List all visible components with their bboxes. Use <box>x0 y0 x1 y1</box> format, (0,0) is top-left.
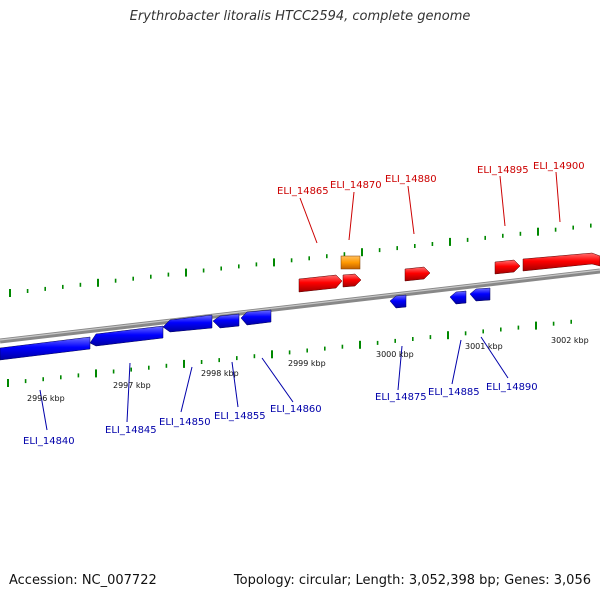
leader-eli-14900 <box>555 171 561 223</box>
gene-label-eli-14855[interactable]: ELI_14855 <box>214 411 266 422</box>
gene-leader-lines <box>39 171 561 431</box>
scale-label-2997: 2997 kbp <box>113 381 151 390</box>
gene-label-eli-14875[interactable]: ELI_14875 <box>375 392 427 403</box>
genome-backbone-highlight <box>0 269 600 341</box>
scale-label-3001: 3001 kbp <box>465 342 503 351</box>
leader-eli-14850 <box>180 366 193 413</box>
leader-eli-14860 <box>261 357 294 403</box>
accession-text: Accession: NC_007722 <box>9 573 157 588</box>
scale-label-3002: 3002 kbp <box>551 336 589 345</box>
gene-eli-14840[interactable] <box>0 336 91 361</box>
scale-label-2999: 2999 kbp <box>288 359 326 368</box>
gene-label-eli-14850[interactable]: ELI_14850 <box>159 417 211 428</box>
scale-label-3000: 3000 kbp <box>376 350 414 359</box>
upper-tick-marks <box>9 223 592 297</box>
gene-eli-14895[interactable] <box>494 259 521 275</box>
leader-eli-14895 <box>499 175 506 227</box>
forward-strand-genes <box>298 252 600 293</box>
leader-eli-14855 <box>231 361 239 408</box>
gene-eli-14890[interactable] <box>469 287 491 302</box>
leader-eli-14870 <box>348 191 355 241</box>
gene-label-eli-14890[interactable]: ELI_14890 <box>486 382 538 393</box>
scale-label-2996: 2996 kbp <box>27 394 65 403</box>
gene-label-eli-14880[interactable]: ELI_14880 <box>385 174 437 185</box>
gene-eli-14860[interactable] <box>240 309 272 326</box>
forward-gene-labels: ELI_14865 ELI_14870 ELI_14880 ELI_14895 … <box>277 161 585 197</box>
gene-label-eli-14840[interactable]: ELI_14840 <box>23 436 75 447</box>
genome-backbone <box>0 268 600 344</box>
gene-label-eli-14845[interactable]: ELI_14845 <box>105 425 157 436</box>
gene-eli-14870[interactable] <box>342 273 362 288</box>
gene-label-eli-14860[interactable]: ELI_14860 <box>270 404 322 415</box>
gene-eli-14850[interactable] <box>162 314 213 333</box>
gene-eli-14885[interactable] <box>449 290 467 305</box>
gene-label-eli-14895[interactable]: ELI_14895 <box>477 165 529 176</box>
gene-label-eli-14885[interactable]: ELI_14885 <box>428 387 480 398</box>
leader-eli-14865 <box>299 197 318 244</box>
gene-label-eli-14870[interactable]: ELI_14870 <box>330 180 382 191</box>
gene-eli-14855[interactable] <box>212 313 240 329</box>
gene-eli-14865[interactable] <box>298 274 343 293</box>
rna-gene[interactable] <box>340 255 361 270</box>
leader-eli-14840 <box>39 389 48 431</box>
lower-tick-marks <box>7 319 573 387</box>
reverse-strand-genes <box>0 287 491 361</box>
gene-eli-14875[interactable] <box>389 294 407 309</box>
gene-label-eli-14900[interactable]: ELI_14900 <box>533 161 585 172</box>
leader-eli-14875 <box>397 345 403 391</box>
leader-eli-14885 <box>451 339 462 385</box>
scale-label-2998: 2998 kbp <box>201 369 239 378</box>
gene-label-eli-14865[interactable]: ELI_14865 <box>277 186 329 197</box>
gene-eli-14880[interactable] <box>404 266 431 282</box>
topology-text: Topology: circular; Length: 3,052,398 bp… <box>233 573 591 588</box>
map-title: Erythrobacter litoralis HTCC2594, comple… <box>129 9 471 24</box>
leader-eli-14890 <box>480 336 509 379</box>
gene-eli-14900[interactable] <box>522 252 600 272</box>
reverse-gene-labels: ELI_14840 ELI_14845 ELI_14850 ELI_14855 … <box>23 382 538 447</box>
scale-labels: 2996 kbp 2997 kbp 2998 kbp 2999 kbp 3000… <box>27 336 589 403</box>
leader-eli-14845 <box>126 362 131 423</box>
leader-eli-14880 <box>407 185 415 235</box>
gene-eli-14845[interactable] <box>89 325 164 347</box>
